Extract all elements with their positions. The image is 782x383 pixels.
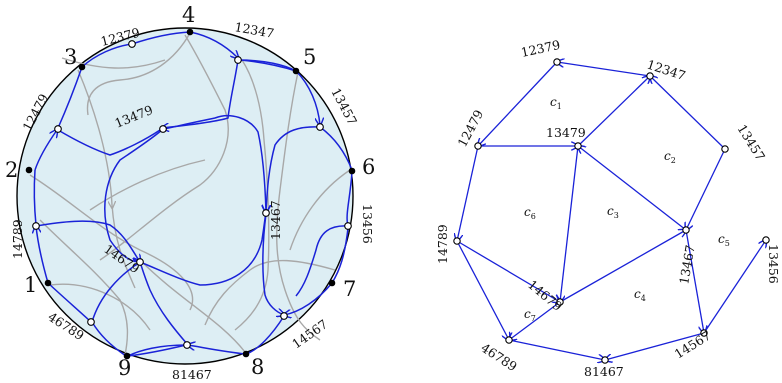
boundary-number-4: 4 <box>182 3 195 27</box>
right-label-46789: 46789 <box>478 340 520 374</box>
cell-c3: c3 <box>607 204 619 220</box>
boundary-number-6: 6 <box>362 155 375 179</box>
right-label-12379: 12379 <box>520 37 562 60</box>
right-label-13456: 13456 <box>766 244 781 284</box>
boundary-number-1: 1 <box>24 273 37 297</box>
left-label-13456: 13456 <box>360 204 375 244</box>
left-label-14789: 14789 <box>10 219 25 259</box>
right-label-14567: 14567 <box>672 328 714 362</box>
cell-c4: c4 <box>634 287 646 303</box>
cell-c5: c5 <box>718 232 730 248</box>
left-label-81467: 81467 <box>172 367 212 382</box>
right-label-13479: 13479 <box>546 125 586 140</box>
boundary-number-9: 9 <box>118 356 131 380</box>
right-label-14679: 14679 <box>525 277 565 314</box>
cell-c7: c7 <box>524 307 536 323</box>
left-diagram: 1 2 3 4 5 6 7 8 9 12379 12347 13457 1345… <box>5 3 375 382</box>
cell-c2: c2 <box>664 149 676 165</box>
right-label-81467: 81467 <box>584 364 624 379</box>
boundary-number-3: 3 <box>64 45 77 69</box>
boundary-number-8: 8 <box>251 355 264 379</box>
right-label-14789: 14789 <box>435 224 450 264</box>
right-graph: 12379 12347 13457 13456 14567 81467 4678… <box>435 37 781 379</box>
right-label-13457: 13457 <box>734 122 768 164</box>
boundary-number-2: 2 <box>5 158 18 182</box>
left-label-13467: 13467 <box>268 200 283 240</box>
boundary-number-5: 5 <box>303 45 316 69</box>
boundary-number-7: 7 <box>343 277 356 301</box>
cell-c1: c1 <box>550 95 562 111</box>
cell-c6: c6 <box>524 205 536 221</box>
